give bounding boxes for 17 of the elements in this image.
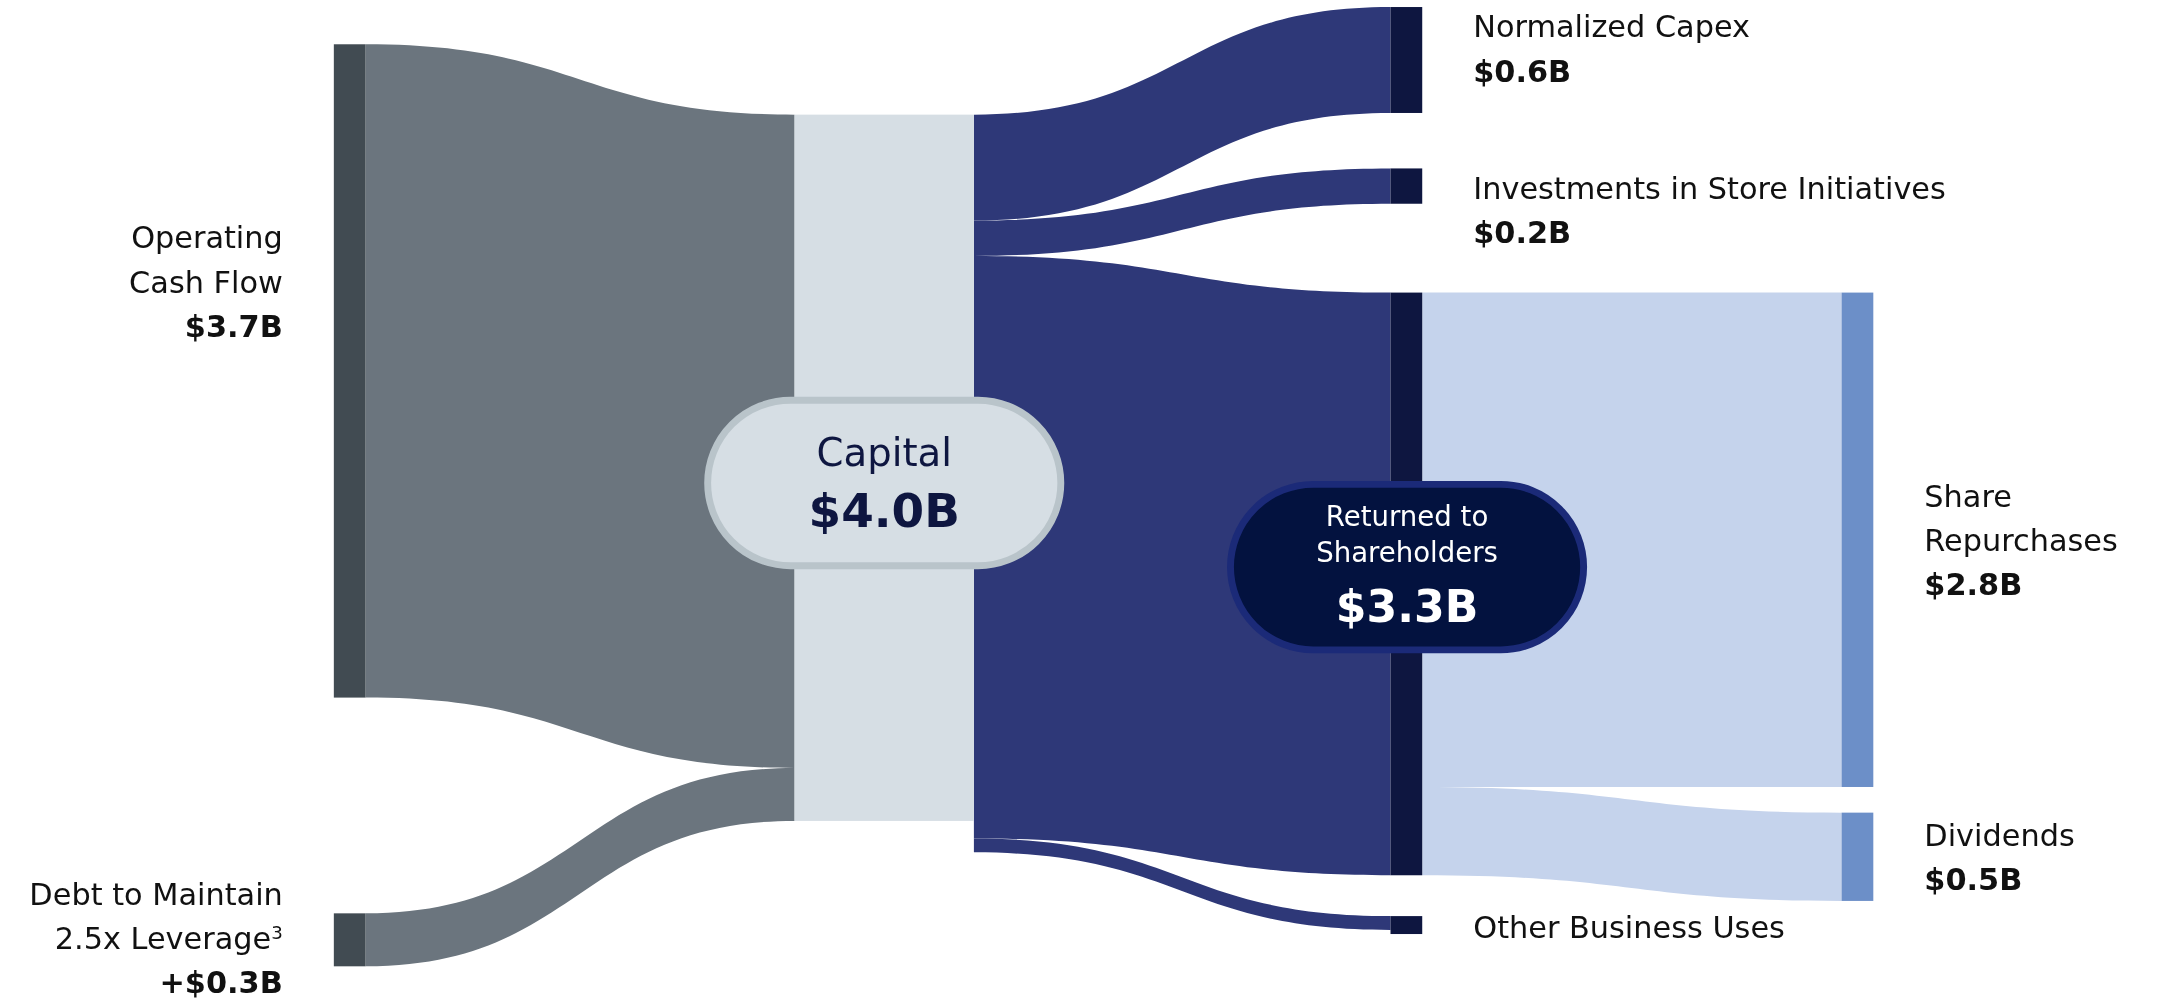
data-label: +$0.3B <box>159 965 283 999</box>
data-label: $4.0B <box>808 483 960 539</box>
category-label: Debt to Maintain 2.5x Leverage$^{3}$ <box>29 877 283 957</box>
category-label: Other Business Uses <box>1473 910 1785 946</box>
category-label: Capital <box>816 430 952 476</box>
data-label: $0.5B <box>1924 861 2023 897</box>
data-label: $2.8B <box>1924 566 2023 602</box>
category-label: Dividends <box>1924 817 2075 853</box>
data-label: $3.7B <box>184 308 283 344</box>
category-label: Investments in Store Initiatives <box>1473 170 1946 206</box>
category-label: Operating Cash Flow <box>129 220 283 300</box>
data-label: $0.2B <box>1473 214 1572 250</box>
data-label: $3.3B <box>1335 581 1479 633</box>
category-label: Returned to Shareholders <box>1316 499 1498 569</box>
data-label: $0.6B <box>1473 53 1572 89</box>
category-label: Share Repurchases <box>1924 478 2118 558</box>
category-label: Normalized Capex <box>1473 9 1750 45</box>
